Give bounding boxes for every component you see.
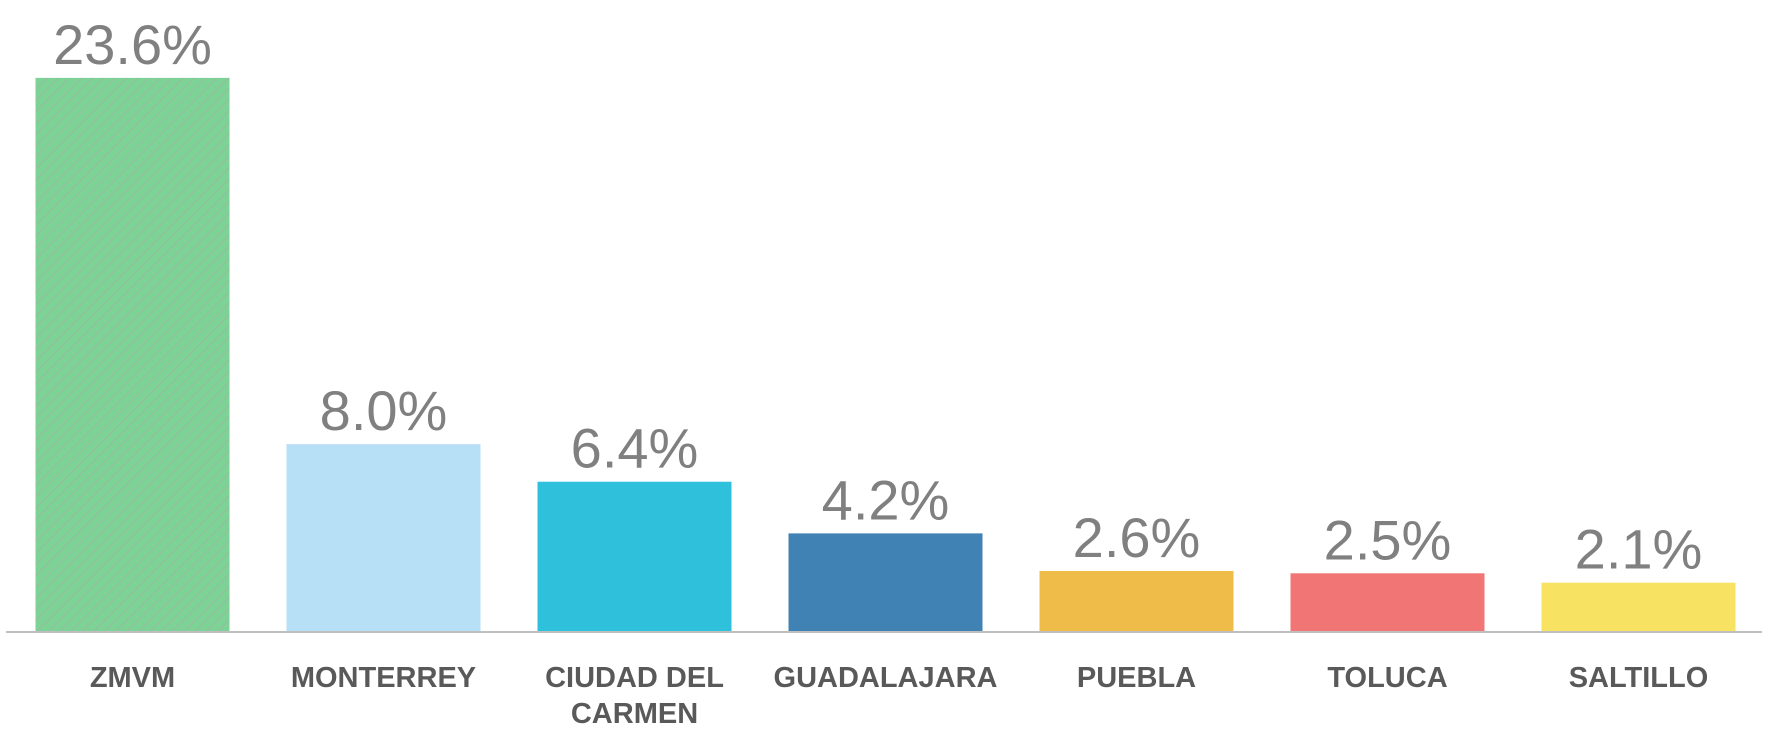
- x-tick-label: CIUDAD DEL CARMEN: [545, 662, 724, 729]
- value-label: 4.2%: [822, 468, 950, 531]
- value-label: 23.6%: [53, 13, 212, 76]
- bar: [35, 77, 230, 632]
- value-label: 2.1%: [1575, 518, 1703, 581]
- bar: [1541, 582, 1736, 632]
- x-tick-label: TOLUCA: [1327, 662, 1448, 694]
- x-tick-label: PUEBLA: [1076, 662, 1197, 694]
- x-tick-label: ZMVM: [89, 662, 176, 694]
- bar: [286, 444, 481, 632]
- bar: [1290, 573, 1485, 632]
- bar: [1039, 570, 1234, 632]
- value-label: 2.6%: [1073, 506, 1201, 569]
- value-label: 2.5%: [1324, 508, 1452, 571]
- bar: [537, 481, 732, 632]
- bar: [788, 533, 983, 632]
- x-tick-label: SALTILLO: [1568, 662, 1709, 694]
- x-tick-label: GUADALAJARA: [773, 662, 998, 694]
- value-label: 6.4%: [571, 417, 699, 480]
- value-label: 8.0%: [320, 379, 448, 442]
- x-tick-label: MONTERREY: [290, 662, 477, 694]
